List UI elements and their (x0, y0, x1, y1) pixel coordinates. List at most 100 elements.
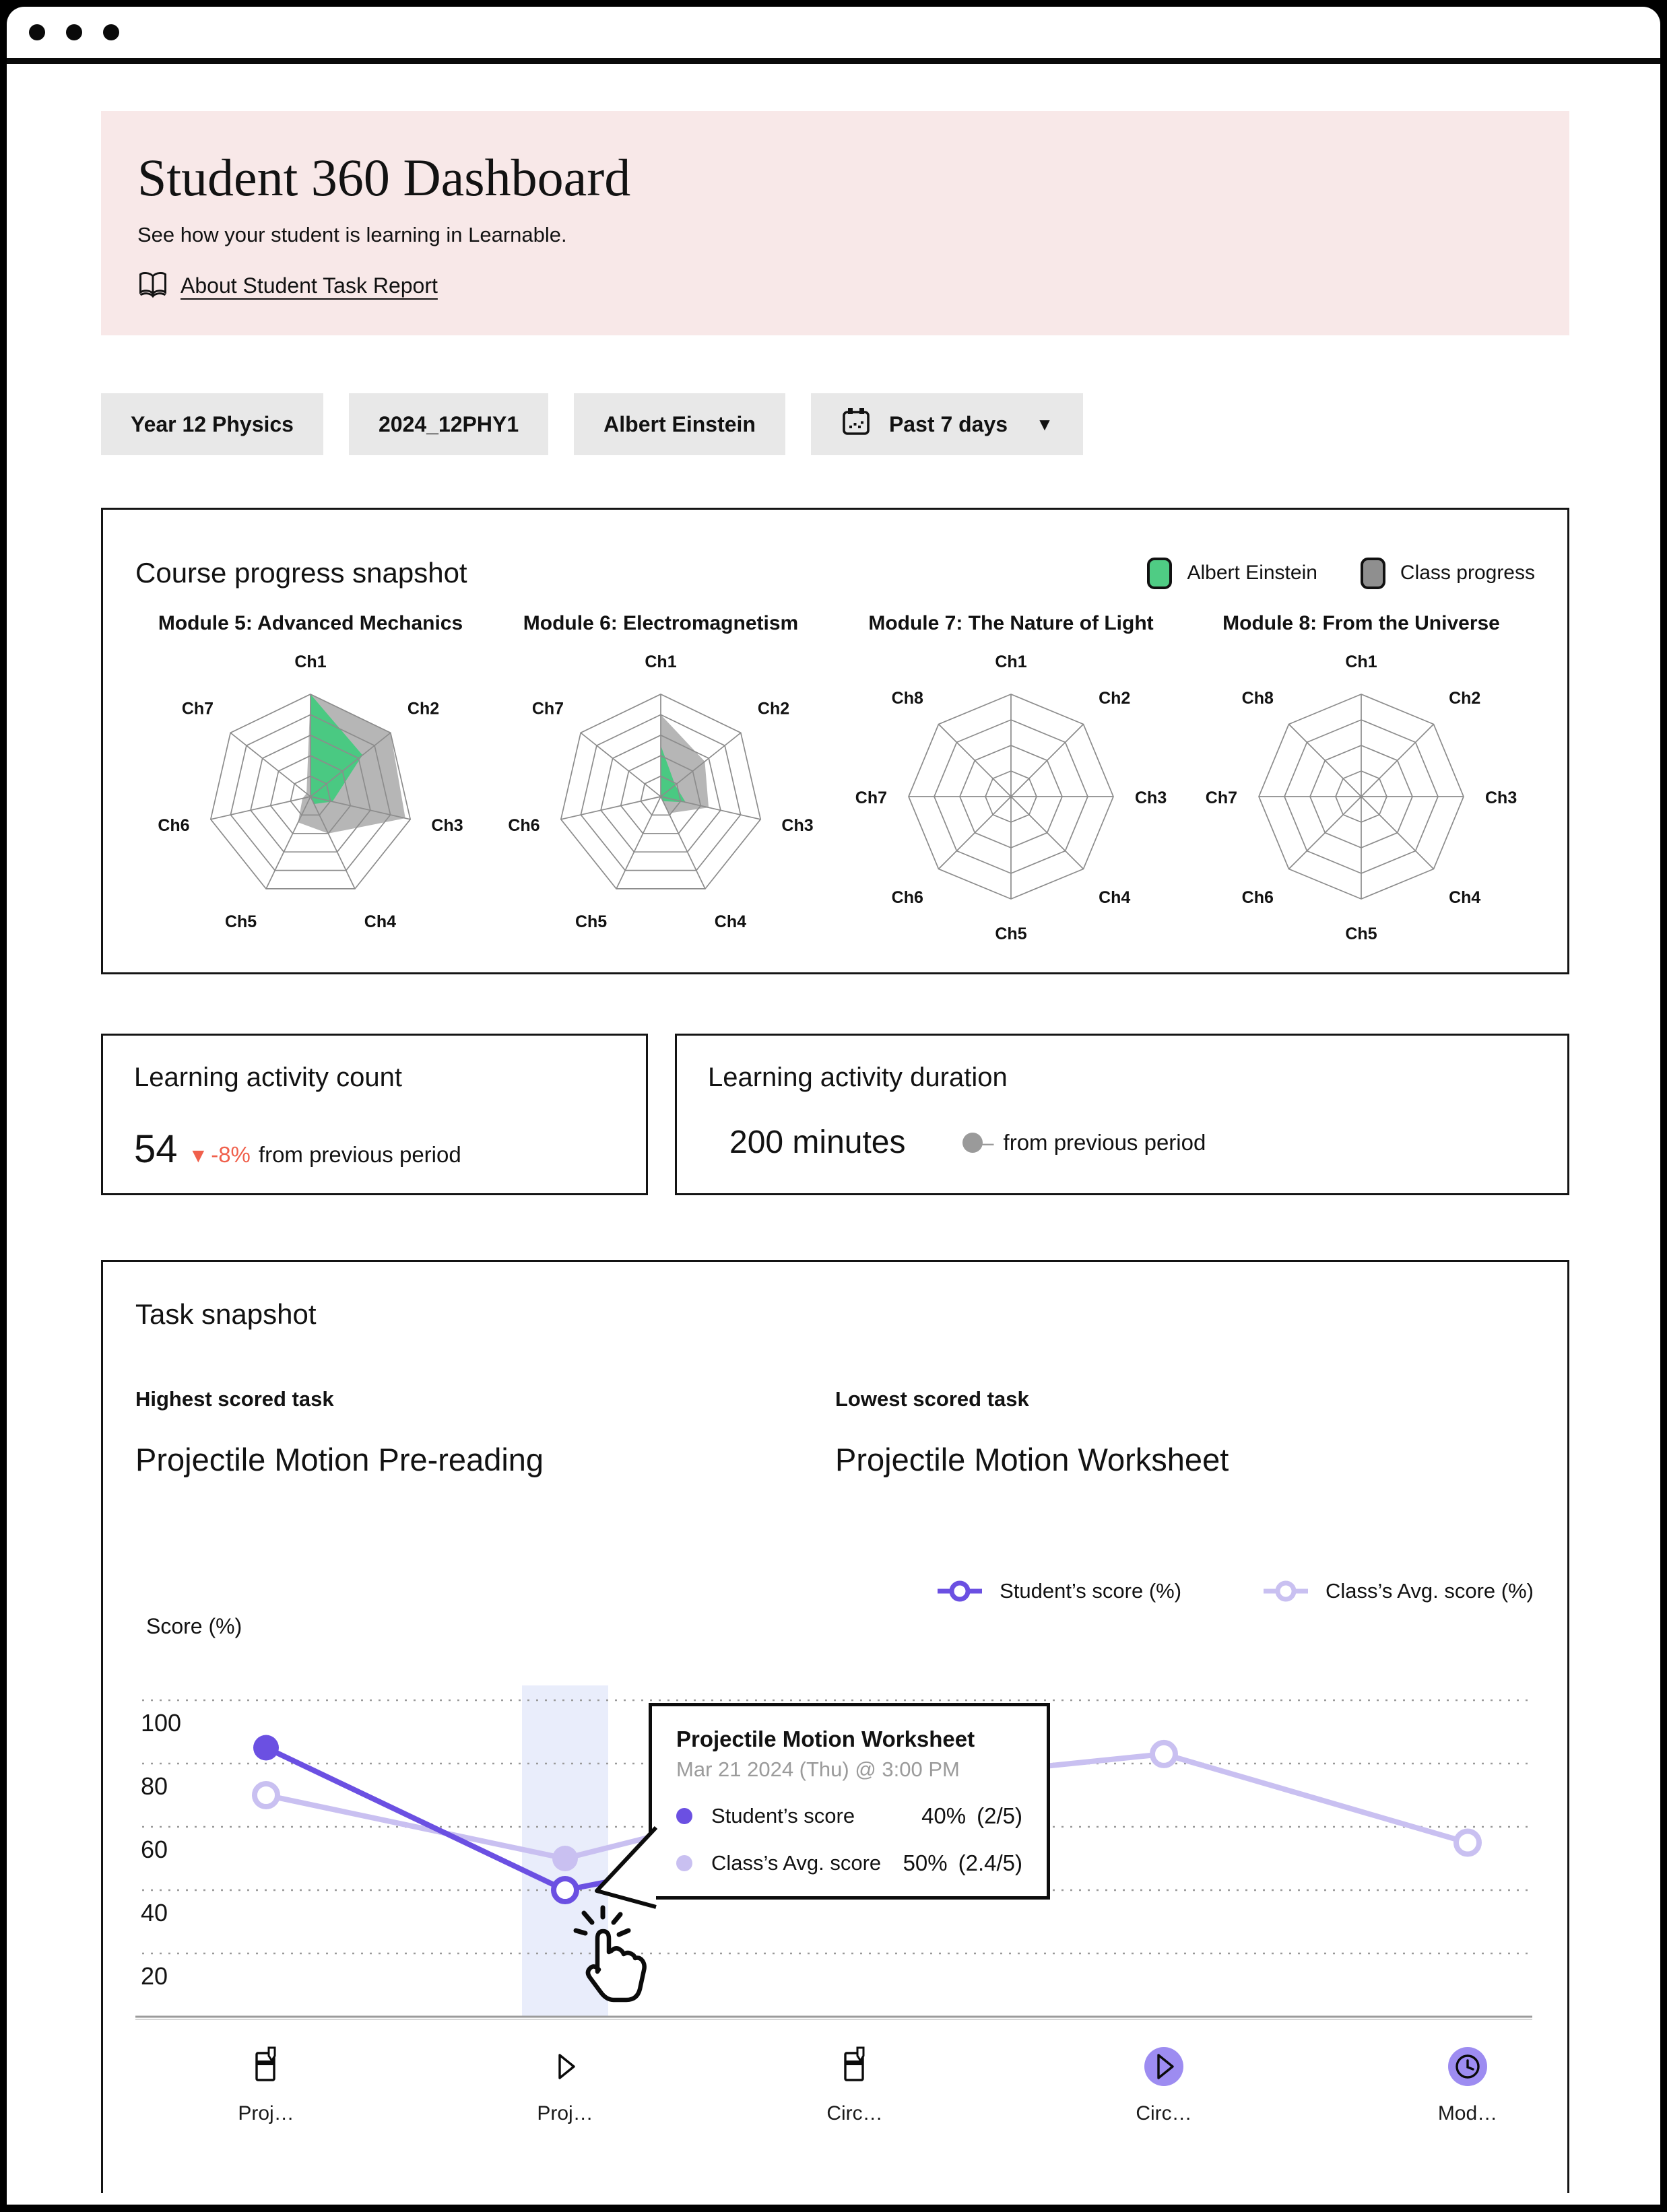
radar-title: Module 7: The Nature of Light (868, 612, 1154, 634)
task-axis-item-3[interactable]: Circ… (795, 2045, 914, 2125)
svg-text:Ch5: Ch5 (575, 912, 607, 931)
svg-text:Ch4: Ch4 (715, 912, 746, 931)
legend-item-class-progress: Class progress (1360, 557, 1535, 589)
svg-text:Ch7: Ch7 (855, 789, 887, 807)
date-range-chip[interactable]: Past 7 days ▼ (810, 393, 1083, 455)
legend-swatch (1147, 557, 1173, 589)
score-chart-legend: Student’s score (%) Class’s Avg. score (%… (135, 1579, 1535, 1603)
activity-count-title: Learning activity count (134, 1063, 403, 1092)
svg-text:Ch5: Ch5 (1345, 925, 1377, 943)
book-icon (137, 270, 168, 302)
course-progress-panel: Course progress snapshot Albert Einstein… (101, 508, 1569, 974)
radar-chart-svg: Ch1 Ch2 Ch3 Ch4 Ch5 Ch6 Ch7 (158, 652, 463, 931)
svg-text:Ch6: Ch6 (508, 816, 540, 835)
svg-text:Ch4: Ch4 (364, 912, 396, 931)
task-axis-item-4[interactable]: Circ… (1105, 2045, 1223, 2125)
svg-text:Ch5: Ch5 (995, 925, 1026, 943)
tooltip-row-value: 40% (2/5) (921, 1803, 1022, 1828)
task-axis-item-5[interactable]: Mod… (1408, 2045, 1527, 2125)
task-axis-item-1[interactable]: Proj… (207, 2045, 325, 2125)
learning-activity-count-card: Learning activity count 54 ▼ -8% from pr… (101, 1034, 648, 1195)
clock-icon (1448, 2047, 1487, 2086)
tooltip-row-label: Student’s score (711, 1804, 855, 1828)
course-progress-legend: Albert Einstein Class progress (1147, 557, 1535, 589)
svg-text:Ch2: Ch2 (407, 699, 439, 718)
data-point (1150, 1739, 1178, 1768)
score-plot-svg: 100 80 60 40 20 (135, 1685, 1532, 2020)
highest-scored-task-label: Highest scored task (135, 1387, 334, 1411)
svg-text:Ch6: Ch6 (1242, 888, 1274, 907)
tooltip-row-value: 50% (2.4/5) (903, 1850, 1022, 1875)
legend-swatch (1360, 557, 1385, 589)
svg-text:Ch2: Ch2 (1449, 689, 1480, 708)
activity-duration-title: Learning activity duration (708, 1063, 1008, 1092)
svg-text:Ch7: Ch7 (1206, 789, 1237, 807)
svg-text:Ch3: Ch3 (1135, 789, 1167, 807)
y-tick-label: 20 (141, 1962, 168, 1990)
app-window: Student 360 Dashboard See how your stude… (7, 7, 1660, 2205)
chart-legend-item: Student’s score (%) (936, 1579, 1181, 1603)
svg-text:Ch3: Ch3 (781, 816, 813, 835)
activity-count-note: from previous period (258, 1142, 461, 1167)
svg-text:Ch2: Ch2 (758, 699, 789, 718)
highest-scored-task-name: Projectile Motion Pre-reading (135, 1442, 544, 1477)
play-icon (1144, 2047, 1183, 2086)
tooltip-row-label: Class’s Avg. score (711, 1851, 882, 1875)
legend-series-label: Class’s Avg. score (%) (1326, 1579, 1534, 1603)
task-axis-item-2[interactable]: Proj… (506, 2045, 624, 2125)
activity-duration-note: from previous period (1003, 1129, 1206, 1155)
titlebar-divider (7, 58, 1660, 64)
svg-text:Ch1: Ch1 (1345, 652, 1377, 671)
about-student-task-report-link[interactable]: About Student Task Report (181, 273, 438, 298)
lowest-scored-task-name: Projectile Motion Worksheet (835, 1442, 1229, 1477)
dashboard-header: Student 360 Dashboard See how your stude… (101, 111, 1569, 335)
tooltip-row: Class’s Avg. score 50% (2.4/5) (676, 1850, 1022, 1876)
filter-chip-albert-einstein[interactable]: Albert Einstein (574, 393, 785, 455)
radar-chart-svg: Ch1 Ch2 Ch3 Ch4 Ch5 Ch6 Ch7 Ch8 (855, 652, 1167, 943)
filter-chip-2024-12phy1[interactable]: 2024_12PHY1 (348, 393, 549, 455)
svg-text:Ch1: Ch1 (645, 652, 676, 671)
window-dot-2[interactable] (66, 24, 82, 40)
task-axis-label: Circ… (1136, 2102, 1192, 2124)
tooltip-row: Student’s score 40% (2/5) (676, 1803, 1022, 1829)
svg-text:Ch2: Ch2 (1099, 689, 1130, 708)
score-tooltip: Projectile Motion Worksheet Mar 21 2024 … (595, 1703, 1050, 1909)
score-line-chart: Score (%) 100 80 60 40 20 Projectile Motion … (135, 1614, 1535, 2159)
svg-text:Ch3: Ch3 (1485, 789, 1517, 807)
svg-text:Ch7: Ch7 (532, 699, 564, 718)
window-titlebar (7, 7, 1660, 58)
svg-text:Ch7: Ch7 (182, 699, 214, 718)
filter-chip-year-12-physics[interactable]: Year 12 Physics (101, 393, 323, 455)
data-point (252, 1781, 280, 1809)
data-point (1453, 1828, 1482, 1857)
y-tick-label: 80 (141, 1772, 168, 1800)
y-axis-title: Score (%) (146, 1614, 242, 1638)
task-axis-label: Proj… (537, 2102, 593, 2124)
radar-title: Module 5: Advanced Mechanics (158, 612, 463, 634)
radar-title: Module 6: Electromagnetism (523, 612, 799, 634)
svg-text:Ch1: Ch1 (995, 652, 1026, 671)
activity-count-delta: -8% (211, 1142, 251, 1167)
data-point (552, 1846, 578, 1871)
svg-text:Ch8: Ch8 (892, 689, 923, 708)
learning-activity-duration-card: Learning activity duration 200 minutes –… (675, 1034, 1569, 1195)
svg-text:Ch3: Ch3 (431, 816, 463, 835)
window-dot-1[interactable] (29, 24, 45, 40)
tooltip-series-dot (676, 1855, 692, 1871)
svg-text:Ch6: Ch6 (158, 816, 189, 835)
activity-cards-row: Learning activity count 54 ▼ -8% from pr… (101, 1034, 1569, 1195)
no-change-dot-icon (962, 1132, 983, 1153)
triangle-down-icon: ▼ (188, 1145, 209, 1167)
highest-scored-task-col: Highest scored task Projectile Motion Pr… (135, 1387, 835, 1478)
task-axis-label: Circ… (826, 2102, 883, 2124)
window-dot-3[interactable] (103, 24, 119, 40)
task-axis-label: Mod… (1437, 2102, 1498, 2124)
task-axis-label: Proj… (238, 2102, 294, 2124)
click-hand-icon (573, 1905, 647, 2003)
radar-module-7: Module 7: The Nature of Light Ch1 Ch2 Ch3 Ch… (836, 612, 1186, 960)
svg-text:Ch6: Ch6 (892, 888, 923, 907)
tooltip-datetime: Mar 21 2024 (Thu) @ 3:00 PM (676, 1757, 960, 1781)
y-tick-label: 100 (141, 1709, 181, 1737)
lowest-scored-task-label: Lowest scored task (835, 1387, 1029, 1411)
radar-title: Module 8: From the Universe (1222, 612, 1500, 634)
